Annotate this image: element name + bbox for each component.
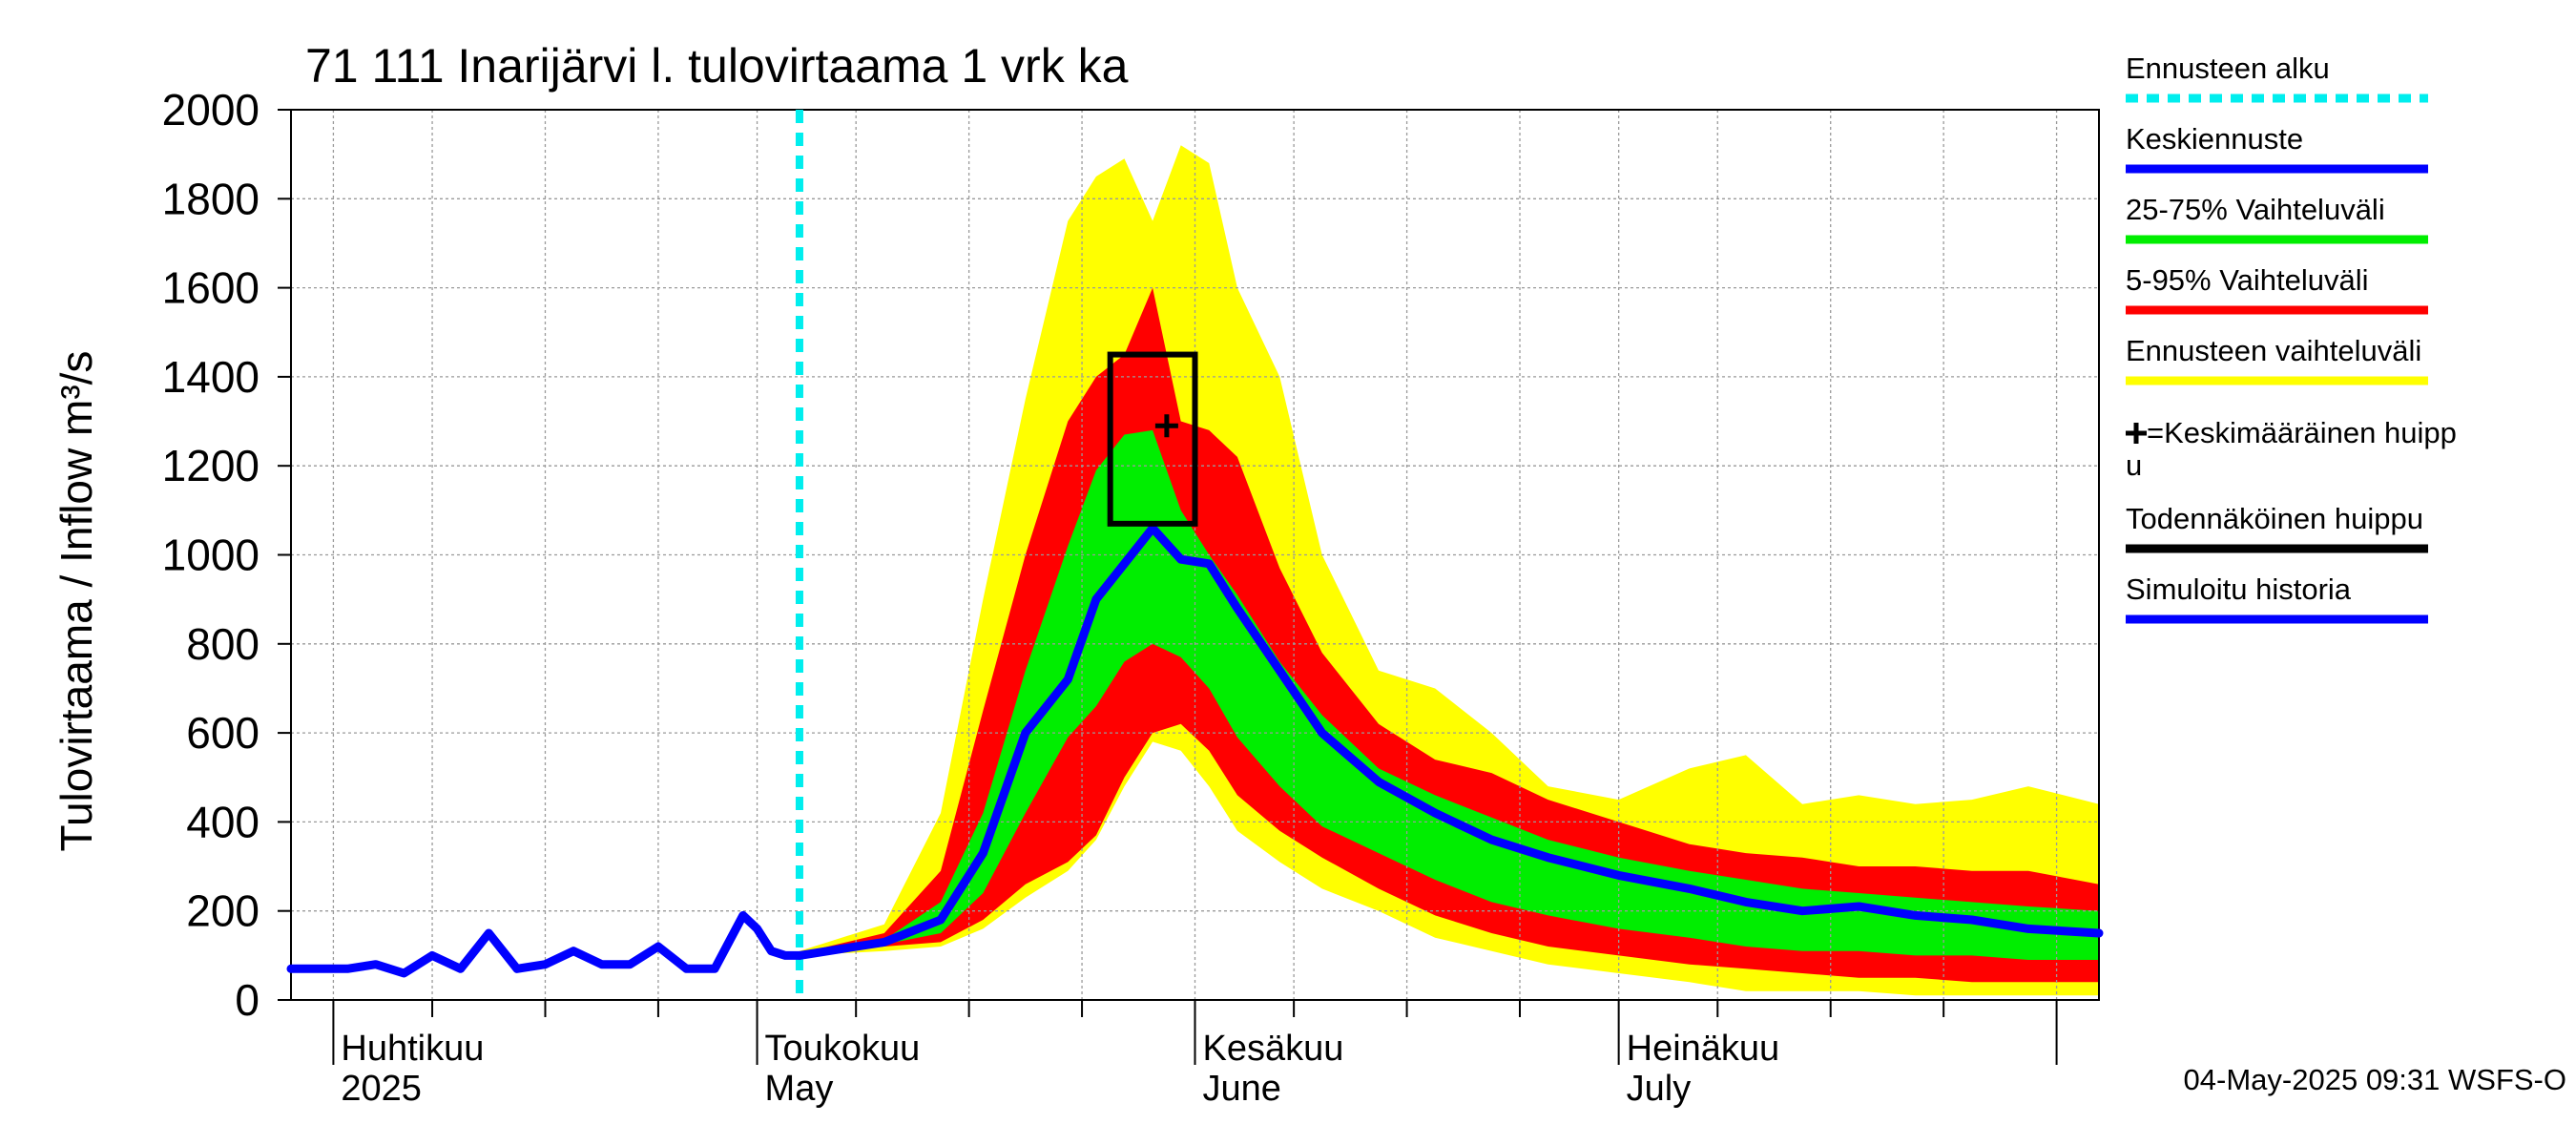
legend-item: =Keskimääräinen huippu — [2126, 416, 2457, 482]
y-tick-label: 1800 — [162, 174, 260, 223]
legend-label: Ennusteen alku — [2126, 52, 2330, 85]
legend-item: Simuloitu historia — [2126, 572, 2428, 624]
y-tick-label: 1200 — [162, 441, 260, 490]
legend-item: Ennusteen alku — [2126, 52, 2428, 103]
legend-item: 25-75% Vaihteluväli — [2126, 193, 2428, 244]
y-tick-label: 1000 — [162, 531, 260, 580]
legend-item: Ennusteen vaihteluväli — [2126, 334, 2428, 385]
y-tick-label: 1400 — [162, 352, 260, 402]
legend-item: 5-95% Vaihteluväli — [2126, 263, 2428, 315]
timestamp-footer: 04-May-2025 09:31 WSFS-O — [2184, 1063, 2566, 1096]
y-tick-label: 600 — [186, 708, 260, 758]
plot-area: 0 200 400 600 800 1000 1200 1400 1600 1800 2000 Huh… — [162, 85, 2104, 1109]
legend-item: Todennäköinen huippu — [2126, 502, 2428, 553]
legend-label: Simuloitu historia — [2126, 572, 2352, 606]
legend-label: =Keskimääräinen huipp — [2147, 416, 2457, 449]
y-tick-label: 2000 — [162, 85, 260, 135]
probable-peak-box — [1107, 351, 1198, 527]
y-axis-label: Tulovirtaama / Inflow m³/s — [52, 351, 101, 852]
x-month-label: Huhtikuu — [341, 1029, 484, 1069]
x-month-label: Kesäkuu — [1203, 1029, 1344, 1069]
legend-label: Ennusteen vaihteluväli — [2126, 334, 2421, 367]
legend-plus-icon — [2126, 423, 2147, 444]
legend-label: 25-75% Vaihteluväli — [2126, 193, 2385, 226]
legend-label-continued: u — [2126, 448, 2142, 482]
legend-label: 5-95% Vaihteluväli — [2126, 263, 2368, 297]
legend: Ennusteen alku Keskiennuste 25-75% Vaihtel… — [2126, 52, 2457, 624]
chart-title: 71 111 Inarijärvi l. tulovirtaama 1 vrk … — [305, 39, 1129, 93]
y-tick-label: 1600 — [162, 263, 260, 313]
x-month-sublabel: June — [1203, 1069, 1281, 1109]
y-tick-label: 200 — [186, 886, 260, 936]
y-tick-label: 0 — [235, 975, 260, 1025]
legend-item: Keskiennuste — [2126, 122, 2428, 174]
x-month-sublabel: May — [765, 1069, 834, 1109]
median-forecast-line — [795, 524, 2104, 960]
legend-label: Todennäköinen huippu — [2126, 502, 2423, 535]
y-tick-label: 800 — [186, 619, 260, 669]
x-month-sublabel: 2025 — [341, 1069, 422, 1109]
x-month-sublabel: July — [1627, 1069, 1692, 1109]
simulated-history-line — [286, 910, 804, 978]
legend-label: Keskiennuste — [2126, 122, 2303, 156]
mean-peak-marker — [1154, 414, 1178, 438]
x-month-label: Toukokuu — [765, 1029, 921, 1069]
y-tick-label: 400 — [186, 797, 260, 846]
x-month-label: Heinäkuu — [1627, 1029, 1780, 1069]
